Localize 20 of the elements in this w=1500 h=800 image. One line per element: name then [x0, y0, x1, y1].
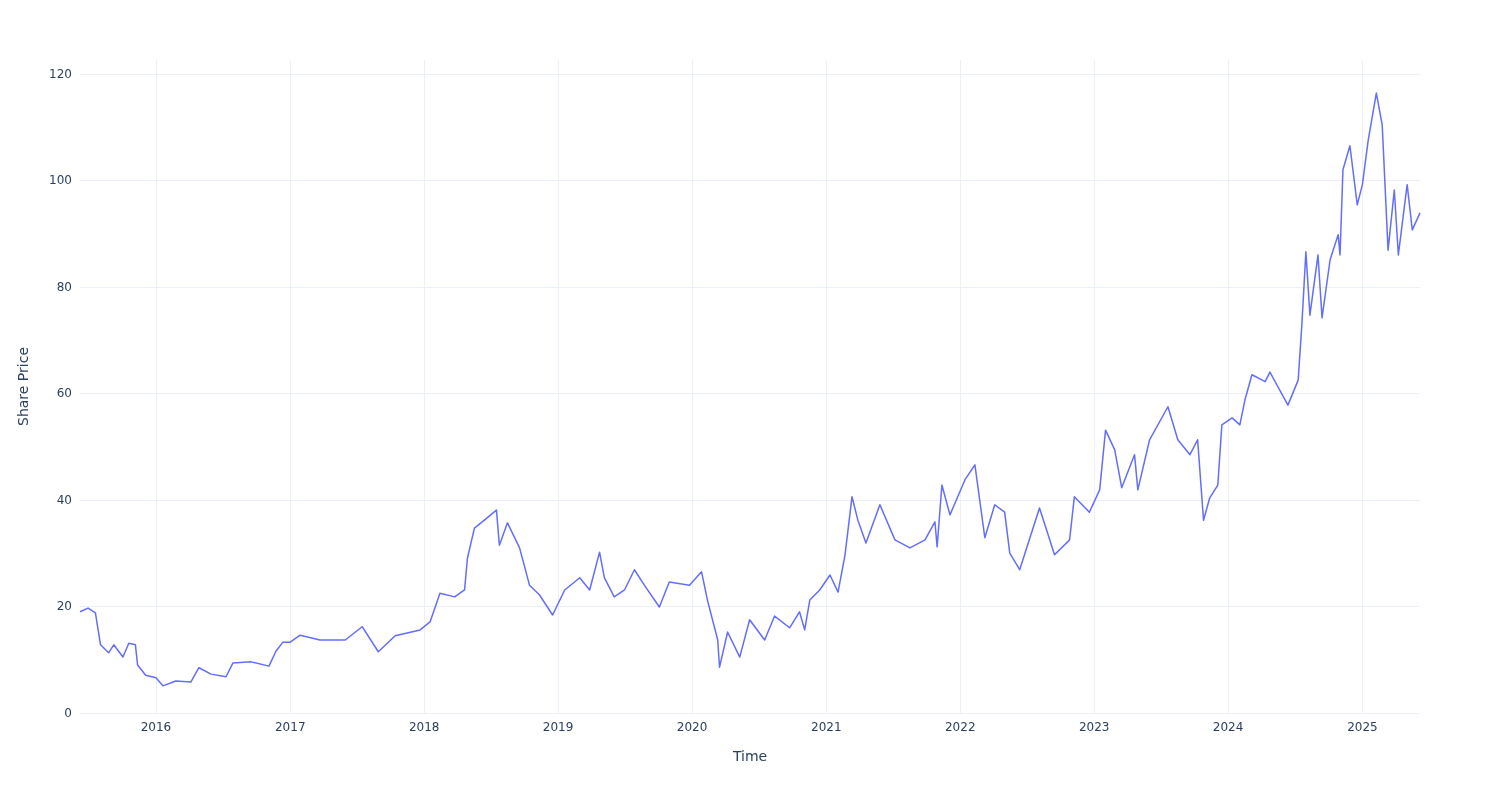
x-axis-title: Time	[731, 748, 768, 764]
y-tick-label: 100	[49, 173, 72, 188]
x-tick-label: 2016	[140, 720, 172, 734]
x-tick-label: 2020	[676, 720, 708, 734]
x-tick-label: 2019	[542, 720, 574, 734]
x-tick-label: 2025	[1347, 720, 1378, 734]
y-tick-label: 80	[56, 279, 72, 294]
y-tick-label: 20	[56, 599, 72, 614]
x-tick-label: 2021	[811, 720, 842, 734]
x-tick-label: 2017	[274, 720, 306, 734]
y-tick-label: 60	[56, 386, 72, 401]
y-tick-label: 40	[56, 492, 72, 507]
y-axis-title: Share Price	[15, 346, 31, 427]
x-tick-label: 2022	[944, 720, 976, 734]
x-tick-label: 2024	[1212, 720, 1244, 734]
x-tick-label: 2023	[1078, 720, 1110, 734]
x-tick-label: 2018	[408, 720, 440, 734]
line-series	[79, 92, 1421, 687]
y-tick-label: 120	[49, 66, 72, 81]
y-tick-label: 0	[64, 706, 72, 720]
